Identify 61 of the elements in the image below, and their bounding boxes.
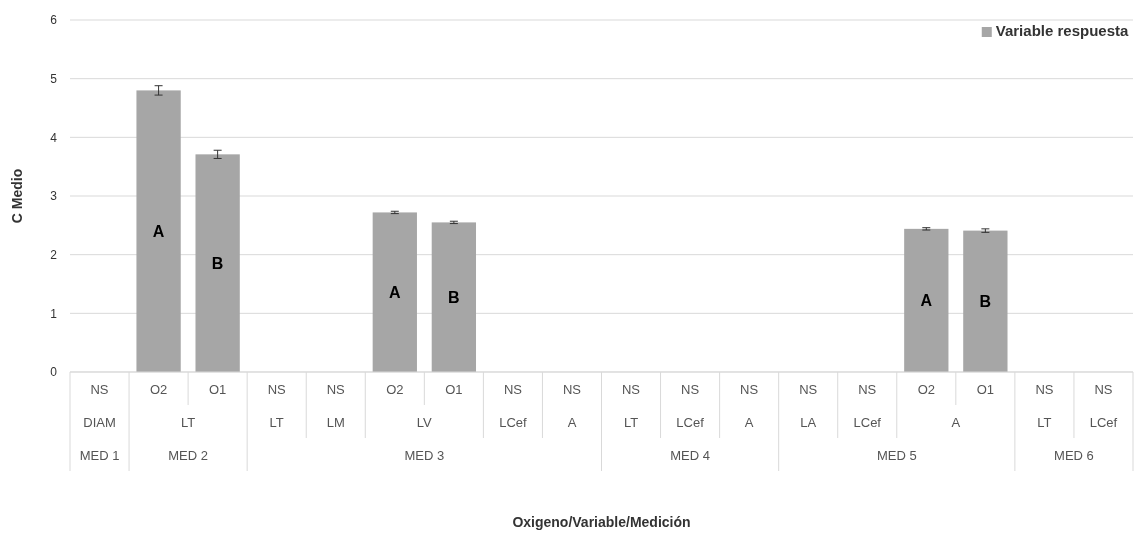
- text: MED 1: [79, 447, 120, 463]
- bar: [904, 228, 949, 372]
- x-tick-label: NS: [740, 381, 759, 397]
- x-tick-label: NS: [622, 381, 641, 397]
- x-tick-label: O2: [917, 381, 935, 397]
- text: MED 5: [876, 447, 917, 463]
- legend-label: Variable respuesta: [995, 22, 1129, 39]
- x-tick-label: O1: [208, 381, 227, 397]
- text: LCef: [676, 414, 705, 430]
- y-tick-label: 3: [50, 189, 58, 204]
- text: A: [567, 414, 577, 430]
- x-tick-label: NS: [799, 381, 818, 397]
- y-tick-label: 6: [50, 13, 58, 28]
- x-tick-label: NS: [858, 381, 877, 397]
- text: LT: [269, 414, 284, 430]
- text: LV: [416, 414, 433, 430]
- text: A: [744, 414, 754, 430]
- data-label: A: [389, 284, 402, 302]
- text: Oxigeno/Variable/Medición: [512, 514, 691, 530]
- x-tick-label: NS: [1094, 381, 1113, 397]
- x-tick-label: O1: [445, 381, 463, 397]
- text: A: [951, 414, 961, 430]
- text: LA: [800, 414, 817, 430]
- x-tick-label: NS: [681, 381, 700, 397]
- x-tick-label: NS: [267, 381, 287, 397]
- x-tick-label: NS: [562, 381, 582, 397]
- x-tick-label: O2: [149, 381, 168, 397]
- text: LCef: [1089, 414, 1118, 430]
- y-tick-label: 2: [50, 248, 58, 263]
- x-tick-label: O2: [386, 381, 404, 397]
- text: MED 4: [670, 447, 710, 463]
- text: MED 6: [1054, 447, 1094, 463]
- text: LCef: [853, 414, 882, 430]
- x-tick-label: NS: [326, 381, 346, 397]
- text: MED 3: [404, 447, 445, 463]
- text: LT: [1037, 414, 1052, 430]
- bar: [431, 222, 477, 372]
- y-tick-label: 1: [50, 306, 58, 321]
- text: DIAM: [83, 414, 116, 430]
- x-tick-label: NS: [503, 381, 523, 397]
- x-tick-label: O1: [976, 381, 995, 397]
- text: LT: [623, 414, 639, 430]
- bar: [372, 212, 417, 372]
- data-label: A: [920, 292, 933, 310]
- bar: [195, 154, 240, 372]
- x-tick-label: NS: [1035, 381, 1054, 397]
- data-label: B: [211, 255, 224, 273]
- data-label: B: [448, 289, 460, 307]
- y-tick-label: 0: [50, 365, 58, 380]
- bar: [963, 230, 1008, 372]
- y-tick-label: 5: [50, 72, 58, 87]
- text: LCef: [499, 414, 528, 430]
- text: MED 2: [168, 447, 208, 463]
- data-label: A: [152, 223, 165, 241]
- bar: [136, 90, 181, 372]
- y-axis-title: C Medio: [9, 168, 25, 224]
- data-label: B: [979, 293, 992, 311]
- x-tick-label: NS: [90, 381, 109, 397]
- text: LM: [326, 414, 345, 430]
- y-tick-label: 4: [50, 130, 58, 145]
- text: LT: [181, 414, 196, 430]
